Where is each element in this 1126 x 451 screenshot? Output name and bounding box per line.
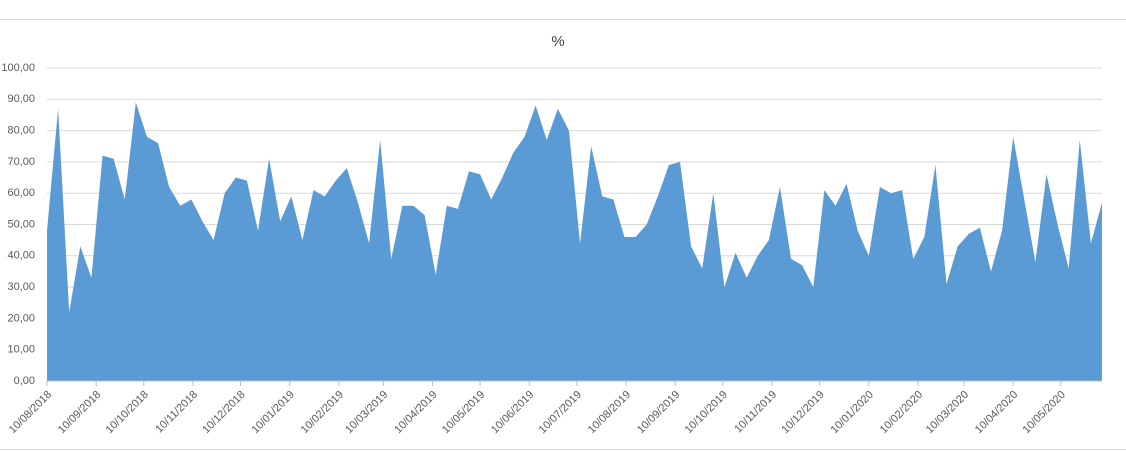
x-tick-label: 10/08/2019 [586, 389, 633, 436]
x-tick-label: 10/10/2018 [104, 389, 151, 436]
x-tick-label: 10/03/2019 [343, 389, 390, 436]
y-tick-label: 30,00 [7, 281, 35, 293]
y-tick-label: 20,00 [7, 312, 35, 324]
x-tick-label: 10/05/2020 [1021, 389, 1068, 436]
x-tick-label: 10/12/2018 [200, 389, 247, 436]
x-tick-label: 10/04/2019 [392, 389, 439, 436]
x-tick-label: 10/04/2020 [973, 389, 1020, 436]
y-tick-label: 40,00 [7, 250, 35, 262]
y-tick-label: 90,00 [7, 93, 35, 105]
x-tick-label: 10/12/2019 [779, 389, 826, 436]
x-tick-label: 10/06/2019 [489, 389, 536, 436]
x-tick-label: 10/01/2020 [829, 389, 876, 436]
x-tick-label: 10/03/2020 [924, 389, 971, 436]
y-tick-label: 100,00 [1, 62, 35, 74]
x-tick-label: 10/11/2019 [732, 389, 779, 436]
x-tick-label: 10/11/2018 [153, 389, 200, 436]
y-tick-label: 60,00 [7, 187, 35, 199]
x-tick-label: 10/08/2018 [7, 389, 54, 436]
x-tick-label: 10/07/2019 [537, 389, 584, 436]
y-tick-label: 10,00 [7, 344, 35, 356]
y-tick-label: 80,00 [7, 125, 35, 137]
y-tick-label: 70,00 [7, 156, 35, 168]
x-tick-label: 10/02/2019 [299, 389, 346, 436]
x-tick-label: 10/09/2018 [56, 389, 103, 436]
x-tick-label: 10/05/2019 [440, 389, 487, 436]
x-tick-label: 10/01/2019 [249, 389, 296, 436]
x-tick-label: 10/10/2019 [683, 389, 730, 436]
y-tick-label: 50,00 [7, 218, 35, 230]
area [47, 102, 1102, 382]
chart-title: % [551, 33, 564, 50]
y-tick-label: 0,00 [14, 375, 35, 387]
x-tick-label: 10/02/2020 [878, 389, 925, 436]
x-tick-label: 10/09/2019 [635, 389, 682, 436]
